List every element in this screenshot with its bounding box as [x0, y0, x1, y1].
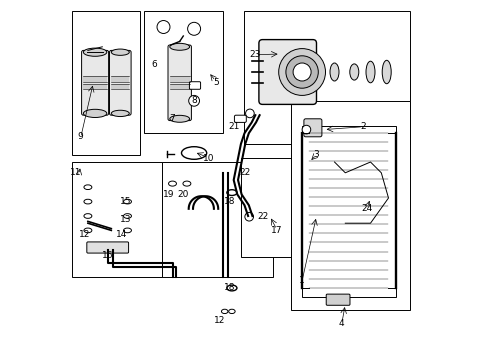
Bar — [111, 84, 129, 89]
Text: 3: 3 — [313, 150, 319, 159]
Text: 8: 8 — [191, 96, 197, 105]
FancyBboxPatch shape — [258, 40, 316, 104]
FancyBboxPatch shape — [168, 45, 191, 121]
Text: 4: 4 — [338, 320, 344, 328]
Ellipse shape — [228, 309, 235, 314]
Ellipse shape — [123, 199, 131, 204]
Ellipse shape — [123, 214, 131, 218]
Text: 11: 11 — [69, 168, 81, 177]
Text: 23: 23 — [249, 50, 261, 59]
Ellipse shape — [84, 228, 92, 233]
FancyBboxPatch shape — [325, 294, 349, 305]
Circle shape — [187, 22, 200, 35]
FancyBboxPatch shape — [87, 242, 128, 253]
Ellipse shape — [84, 214, 92, 218]
Ellipse shape — [181, 147, 206, 159]
Text: 14: 14 — [116, 230, 127, 239]
Text: 15: 15 — [120, 197, 131, 206]
Text: 13: 13 — [120, 215, 131, 224]
FancyBboxPatch shape — [109, 50, 131, 115]
Ellipse shape — [365, 61, 374, 83]
Circle shape — [285, 56, 318, 88]
Ellipse shape — [111, 110, 129, 117]
Circle shape — [157, 21, 170, 33]
Ellipse shape — [83, 48, 106, 56]
Circle shape — [188, 95, 199, 106]
FancyBboxPatch shape — [234, 115, 246, 122]
Text: 18: 18 — [224, 284, 235, 292]
Circle shape — [292, 63, 310, 81]
Ellipse shape — [111, 49, 129, 55]
Ellipse shape — [226, 285, 237, 291]
Circle shape — [343, 182, 354, 193]
Text: 21: 21 — [227, 122, 239, 131]
Ellipse shape — [123, 228, 131, 233]
Text: 20: 20 — [177, 190, 188, 199]
Text: 22: 22 — [256, 212, 267, 220]
Ellipse shape — [84, 199, 92, 204]
Circle shape — [278, 49, 325, 95]
Circle shape — [302, 125, 310, 134]
Circle shape — [368, 203, 379, 214]
Ellipse shape — [84, 185, 92, 190]
Bar — [302, 126, 395, 297]
Text: 24: 24 — [361, 204, 372, 213]
Bar — [72, 162, 162, 277]
Bar — [143, 11, 223, 133]
Text: 19: 19 — [163, 190, 174, 199]
Text: 9: 9 — [78, 132, 83, 141]
Circle shape — [365, 175, 375, 185]
Text: 17: 17 — [270, 226, 282, 235]
Text: 12: 12 — [213, 316, 224, 325]
Bar — [244, 11, 409, 144]
Text: 1: 1 — [299, 276, 305, 285]
Text: 12: 12 — [79, 230, 90, 239]
Bar — [111, 76, 129, 82]
Bar — [72, 11, 140, 155]
Text: 10: 10 — [203, 154, 214, 163]
Ellipse shape — [226, 190, 237, 195]
Ellipse shape — [183, 181, 190, 186]
Text: 7: 7 — [169, 114, 175, 123]
Bar — [162, 162, 273, 277]
Circle shape — [244, 212, 253, 221]
Ellipse shape — [221, 309, 227, 314]
Text: 2: 2 — [360, 122, 366, 131]
Bar — [169, 84, 189, 89]
Text: 16: 16 — [102, 251, 113, 260]
Text: 18: 18 — [224, 197, 235, 206]
FancyBboxPatch shape — [81, 50, 108, 115]
FancyBboxPatch shape — [303, 119, 321, 137]
Bar — [241, 158, 294, 257]
FancyBboxPatch shape — [189, 82, 200, 89]
Bar — [83, 84, 106, 89]
Ellipse shape — [168, 181, 176, 186]
Ellipse shape — [382, 60, 390, 84]
Ellipse shape — [169, 115, 189, 122]
Bar — [169, 76, 189, 82]
Ellipse shape — [83, 109, 106, 117]
Text: 6: 6 — [151, 60, 157, 69]
Bar — [291, 101, 409, 310]
Ellipse shape — [329, 63, 338, 81]
Bar — [83, 76, 106, 82]
Circle shape — [245, 109, 254, 118]
Text: 22: 22 — [238, 168, 250, 177]
Ellipse shape — [349, 64, 358, 80]
Ellipse shape — [169, 43, 189, 50]
Text: 5: 5 — [212, 78, 218, 87]
